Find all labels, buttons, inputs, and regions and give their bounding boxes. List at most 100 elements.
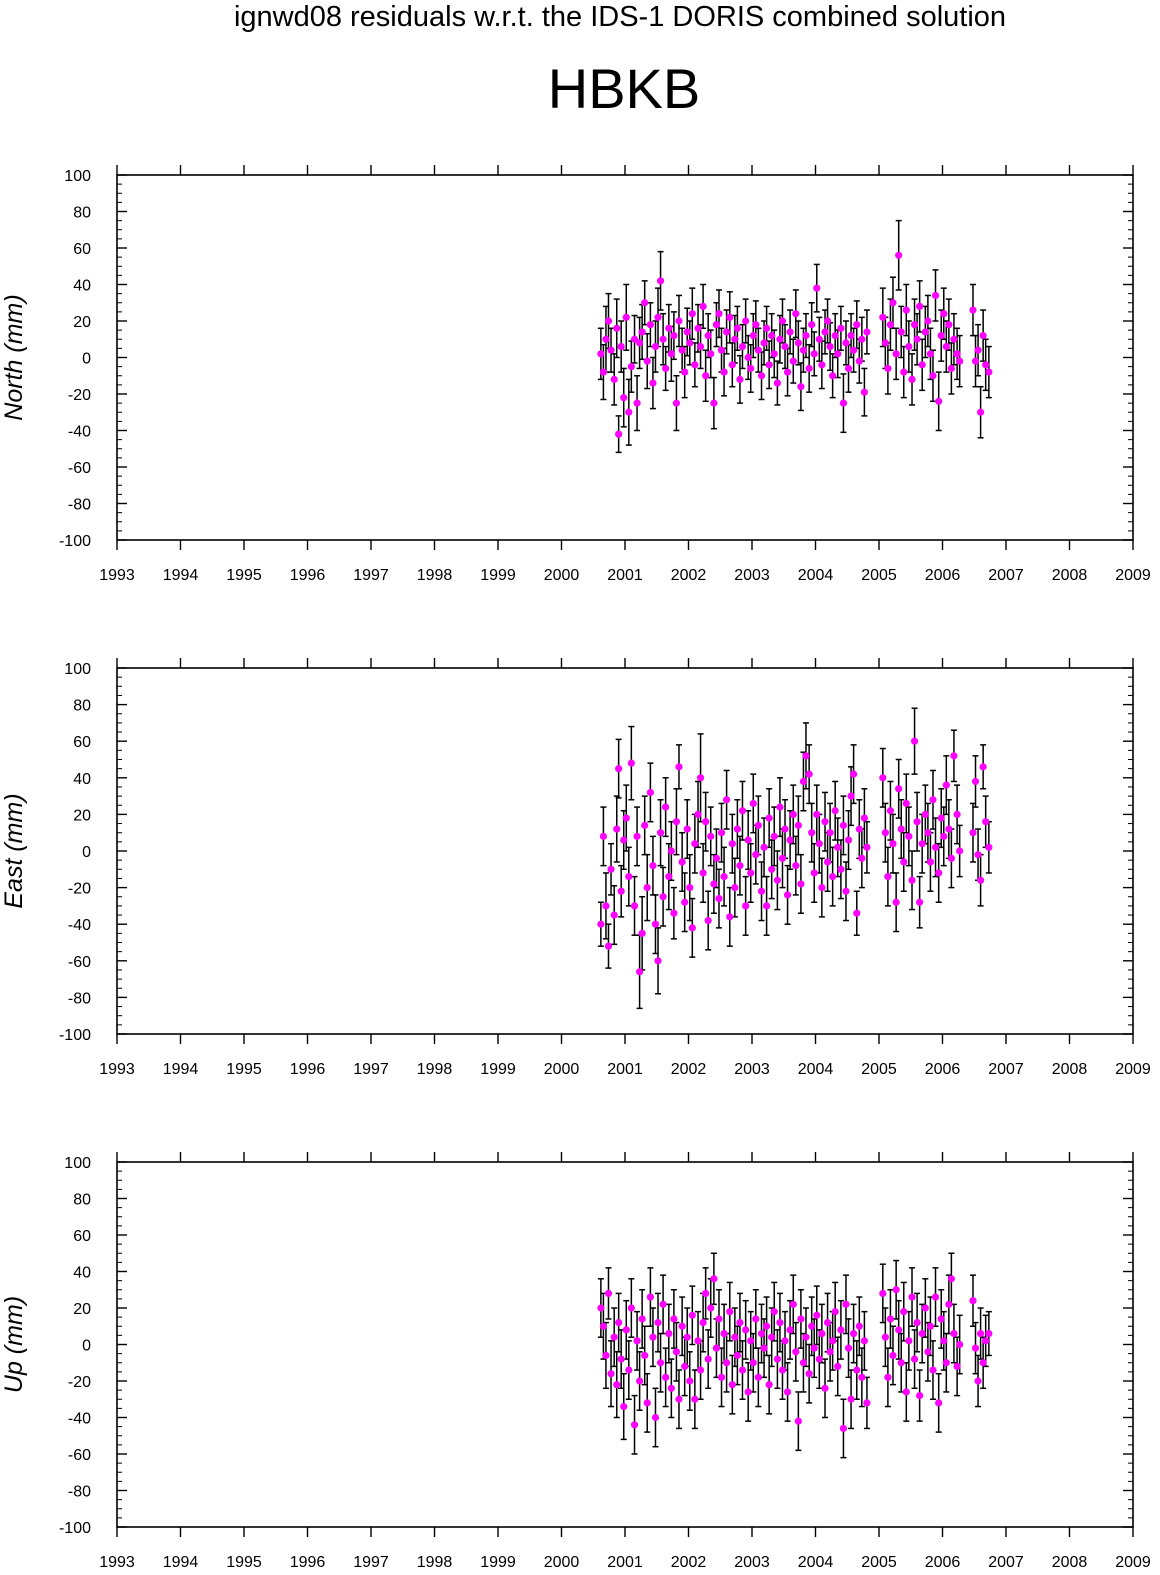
data-point xyxy=(929,1366,937,1374)
data-point xyxy=(884,873,892,881)
data-point xyxy=(977,876,985,884)
data-point xyxy=(929,372,937,380)
data-point xyxy=(752,321,760,329)
data-point xyxy=(717,829,726,837)
data-point xyxy=(602,902,610,910)
data-point xyxy=(953,810,961,819)
data-point xyxy=(895,785,903,793)
data-point xyxy=(681,1362,689,1370)
data-point xyxy=(900,858,908,866)
data-point xyxy=(792,862,800,870)
data-point xyxy=(969,829,977,837)
data-point xyxy=(924,1348,932,1356)
x-tick-label: 2002 xyxy=(671,567,707,584)
data-point xyxy=(675,1395,683,1403)
data-point xyxy=(754,821,762,829)
y-tick-label: -80 xyxy=(68,990,91,1007)
data-point xyxy=(696,342,705,351)
data-point xyxy=(654,1319,662,1327)
data-point xyxy=(643,1399,651,1407)
data-point xyxy=(789,1300,797,1308)
data-point xyxy=(615,430,623,438)
data-point xyxy=(931,843,940,851)
y-tick-label: 60 xyxy=(73,734,91,751)
data-point xyxy=(630,902,639,910)
data-point xyxy=(950,1329,958,1338)
data-point xyxy=(844,364,853,373)
data-point xyxy=(710,399,718,407)
x-tick-label: 2000 xyxy=(544,567,580,584)
data-point xyxy=(599,368,608,376)
data-point xyxy=(760,843,768,851)
data-point xyxy=(853,909,861,917)
data-point xyxy=(821,818,829,826)
data-point xyxy=(778,317,787,325)
data-point xyxy=(945,825,953,833)
data-point xyxy=(636,968,644,976)
data-point xyxy=(615,1319,623,1327)
data-point xyxy=(770,832,778,840)
data-point xyxy=(974,346,982,354)
data-point xyxy=(886,321,895,329)
x-tick-label: 1997 xyxy=(353,567,389,584)
data-point xyxy=(675,317,683,325)
data-point xyxy=(881,339,889,347)
x-tick-label: 1995 xyxy=(226,1554,262,1571)
data-point xyxy=(667,350,675,358)
data-point xyxy=(977,1329,985,1338)
x-tick-label: 2002 xyxy=(671,1554,707,1571)
data-point xyxy=(797,383,805,391)
data-point xyxy=(597,1304,605,1312)
data-point xyxy=(823,317,832,325)
data-point xyxy=(935,397,943,405)
data-point xyxy=(747,364,755,373)
data-point xyxy=(977,408,985,416)
data-point xyxy=(627,1304,635,1312)
y-tick-label: 60 xyxy=(73,1228,91,1245)
data-point xyxy=(694,1337,702,1345)
data-point xyxy=(744,353,752,362)
data-point xyxy=(810,869,818,877)
y-tick-label: 100 xyxy=(64,661,91,678)
data-point xyxy=(699,1319,707,1327)
chart-panel-2: 1993 1994 1995 1996 1997 1998 1999 2000 2001 2002… xyxy=(0,658,1151,1078)
data-point xyxy=(969,1297,977,1305)
y-tick-label: -80 xyxy=(68,1484,91,1501)
data-point xyxy=(646,788,655,797)
data-point xyxy=(760,1344,768,1352)
data-point xyxy=(974,851,982,859)
data-point xyxy=(860,388,868,396)
data-point xyxy=(728,361,736,369)
data-point xyxy=(742,317,750,325)
data-point xyxy=(707,350,715,358)
series-1 xyxy=(597,1252,993,1459)
data-point xyxy=(783,368,792,376)
data-point xyxy=(945,1300,953,1308)
data-point xyxy=(742,1326,750,1334)
data-point xyxy=(794,339,802,347)
data-point xyxy=(726,913,734,921)
data-point xyxy=(678,858,686,866)
data-point xyxy=(662,803,670,811)
data-point xyxy=(913,335,921,343)
data-point xyxy=(884,364,892,373)
data-point xyxy=(602,1351,610,1360)
data-point xyxy=(810,1344,818,1352)
y-tick-label: -20 xyxy=(68,387,91,404)
data-point xyxy=(620,394,628,402)
x-tick-label: 1999 xyxy=(480,1061,516,1078)
data-point xyxy=(884,1373,892,1381)
data-point xyxy=(808,1322,816,1330)
data-point xyxy=(643,357,651,365)
x-tick-label: 2008 xyxy=(1052,1554,1088,1571)
data-point xyxy=(813,810,821,819)
data-point xyxy=(794,1417,802,1425)
data-point xyxy=(853,321,861,329)
data-point xyxy=(815,1355,823,1363)
data-point xyxy=(710,880,718,888)
data-point xyxy=(704,332,712,340)
y-tick-label: 60 xyxy=(73,241,91,258)
x-tick-label: 2002 xyxy=(671,1061,707,1078)
data-point xyxy=(638,328,646,336)
data-point xyxy=(931,1293,940,1301)
